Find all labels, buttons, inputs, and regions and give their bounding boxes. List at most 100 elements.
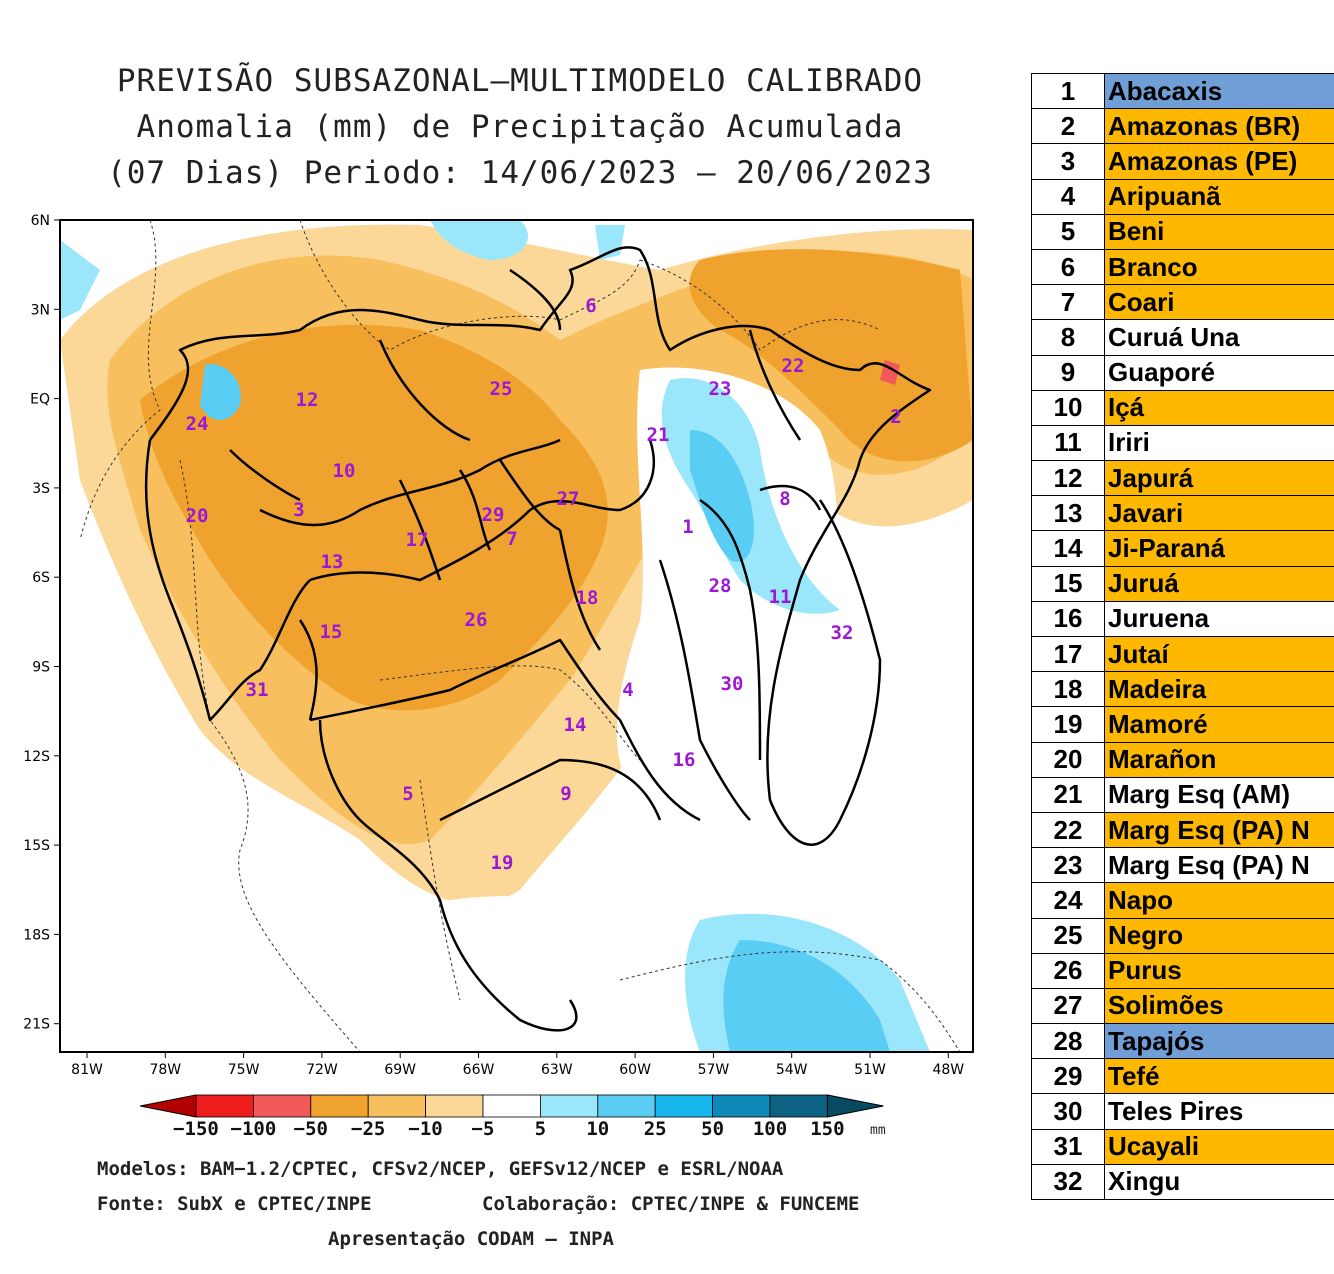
basin-row: 14 Ji-Paraná [1031, 530, 1334, 567]
basin-row-number: 25 [1031, 917, 1105, 954]
map-title-line-3: (07 Dias) Periodo: 14/06/2023 — 20/06/20… [107, 155, 933, 191]
basin-row-number: 24 [1031, 882, 1105, 919]
basin-row: 20 Marañon [1031, 741, 1334, 778]
basin-row: 11 Iriri [1031, 424, 1334, 462]
lon-label: 51W [854, 1062, 886, 1075]
lat-label: 6S [32, 570, 50, 586]
lon-label: 60W [619, 1062, 651, 1075]
basin-number: 10 [333, 460, 356, 482]
basin-row-number: 3 [1031, 143, 1105, 180]
lon-label: 75W [228, 1062, 260, 1075]
legend-swatch [654, 1094, 714, 1118]
basin-row-number: 15 [1031, 565, 1105, 602]
basin-row: 31 Ucayali [1031, 1128, 1334, 1165]
basin-row: 10 Içá [1031, 389, 1334, 426]
basin-number: 23 [709, 378, 732, 400]
legend-label: 5 [534, 1118, 547, 1140]
legend-label: 150 [810, 1118, 845, 1140]
basin-number: 24 [186, 413, 209, 435]
basin-number: 15 [320, 621, 343, 643]
basin-row-number: 10 [1031, 389, 1105, 426]
legend-swatch [425, 1094, 484, 1118]
basin-number: 26 [465, 609, 488, 631]
basin-row-name: Iriri [1104, 424, 1334, 462]
basin-row: 32 Xingu [1031, 1163, 1334, 1201]
legend-label: 10 [586, 1118, 610, 1140]
basin-number: 13 [321, 551, 344, 573]
legend-swatch [482, 1094, 541, 1118]
basin-number: 4 [622, 679, 633, 701]
basin-row-name: Mamoré [1104, 706, 1334, 743]
lat-label: 15S [23, 838, 50, 854]
legend-arrow-left [140, 1094, 197, 1118]
legend-label: 25 [643, 1118, 667, 1140]
legend-label: −10 [408, 1118, 443, 1140]
basin-row: 1 Abacaxis [1031, 72, 1334, 110]
basin-row: 9 Guaporé [1031, 354, 1334, 391]
basin-row: 15 Juruá [1031, 565, 1334, 602]
basin-row-name: Javari [1104, 495, 1334, 532]
legend-label: −5 [471, 1118, 495, 1140]
basin-row: 5 Beni [1031, 213, 1334, 250]
basin-row-number: 27 [1031, 987, 1105, 1025]
credits-collab: Colaboração: CPTEC/INPE & FUNCEME [482, 1193, 860, 1215]
basin-number: 7 [506, 528, 517, 550]
basin-row-name: Içá [1104, 389, 1334, 426]
legend-swatch [253, 1094, 312, 1118]
basin-number: 27 [557, 488, 580, 510]
basin-row: 3 Amazonas (PE) [1031, 143, 1334, 180]
basin-row-name: Amazonas (PE) [1104, 143, 1334, 180]
basin-row-name: Aripuanã [1104, 178, 1334, 215]
basin-row-name: Marg Esq (PA) N [1104, 847, 1334, 884]
lon-label: 57W [698, 1062, 730, 1075]
legend-label: −25 [351, 1118, 386, 1140]
basin-row-number: 8 [1031, 319, 1105, 356]
lon-label: 48W [932, 1062, 964, 1075]
basin-number: 14 [564, 714, 587, 736]
basin-row-name: Ucayali [1104, 1128, 1334, 1165]
lat-label: 6N [31, 213, 50, 229]
basin-number: 21 [647, 424, 670, 446]
basin-row: 26 Purus [1031, 952, 1334, 989]
basin-number: 28 [709, 575, 732, 597]
legend-swatch [367, 1094, 426, 1118]
legend-label: 100 [752, 1118, 788, 1140]
lon-label: 66W [463, 1062, 495, 1075]
basin-row-name: Abacaxis [1104, 72, 1334, 110]
basin-number: 25 [490, 378, 513, 400]
basin-row: 2 Amazonas (BR) [1031, 108, 1334, 145]
basin-row-number: 9 [1031, 354, 1105, 391]
basin-row-number: 5 [1031, 213, 1105, 250]
basin-row: 6 Branco [1031, 248, 1334, 286]
lat-label: 3S [32, 481, 50, 497]
basin-row-number: 11 [1031, 424, 1105, 462]
latitude-labels: 6N 3N EQ 3S 6S 9S 12S 15S 18S 21S [23, 213, 60, 1033]
basin-row: 23 Marg Esq (PA) N [1031, 847, 1334, 884]
basin-number: 31 [246, 679, 269, 701]
basin-row-name: Tefé [1104, 1058, 1334, 1095]
legend-swatch [310, 1094, 369, 1118]
basin-row-name: Madeira [1104, 671, 1334, 708]
basin-row-number: 26 [1031, 952, 1105, 989]
basin-row-name: Purus [1104, 952, 1334, 989]
basin-row-name: Marg Esq (PA) N [1104, 811, 1334, 849]
legend-label: −150 [173, 1118, 219, 1140]
basin-row: 4 Aripuanã [1031, 178, 1334, 215]
credits-models: Modelos: BAM−1.2/CPTEC, CFSv2/NCEP, GEFS… [97, 1158, 784, 1180]
lat-label: 9S [32, 660, 50, 676]
basin-row-name: Tapajós [1104, 1023, 1334, 1060]
basin-row-number: 19 [1031, 706, 1105, 743]
basin-row-name: Juruena [1104, 600, 1334, 638]
lon-label: 72W [306, 1062, 338, 1075]
basin-row-number: 28 [1031, 1023, 1105, 1060]
legend-swatch [195, 1094, 254, 1118]
basin-row: 16 Juruena [1031, 600, 1334, 638]
basin-row-number: 17 [1031, 635, 1105, 673]
basin-number: 8 [779, 488, 790, 510]
basin-number: 19 [491, 852, 514, 874]
basin-number: 20 [186, 505, 209, 527]
lon-label: 69W [384, 1062, 416, 1075]
basin-row-number: 13 [1031, 495, 1105, 532]
basin-row-name: Marg Esq (AM) [1104, 776, 1334, 813]
basin-number: 32 [831, 622, 854, 644]
